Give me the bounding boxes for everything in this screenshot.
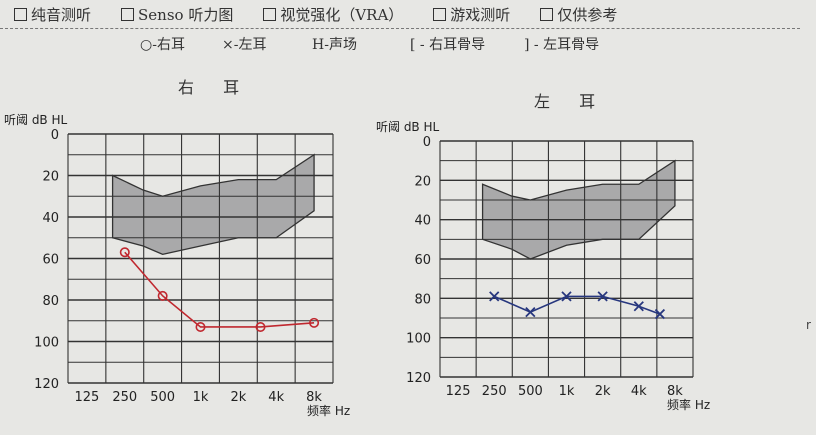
normal-range-region <box>481 159 676 260</box>
edge-mark: r <box>806 318 811 332</box>
x-tick-label: 1k <box>559 384 575 399</box>
x-tick-label: 4k <box>268 390 284 405</box>
checkbox-icon[interactable] <box>433 7 447 21</box>
x-axis-label: 频率 Hz <box>667 397 710 412</box>
data-point-circle <box>119 247 130 258</box>
y-tick-label: 20 <box>42 170 59 185</box>
y-tick-label: 20 <box>414 174 431 189</box>
series-line <box>124 251 315 328</box>
option-label: 纯音测听 <box>31 5 92 24</box>
legend-left-bone: ] - 左耳骨导 <box>524 37 600 53</box>
y-tick-label: 60 <box>42 253 59 268</box>
data-point-x <box>654 308 666 320</box>
option-label: 仅供参考 <box>557 5 618 24</box>
option-play-audiometry[interactable]: 游戏测听 <box>433 4 510 25</box>
series-line <box>493 295 661 315</box>
x-tick-label: 500 <box>518 384 543 399</box>
left-ear-title: 左 耳 <box>534 92 608 111</box>
right-ear-title: 右 耳 <box>178 78 252 97</box>
option-label: 视觉强化（VRA） <box>280 5 404 24</box>
x-tick-label: 8k <box>306 390 322 405</box>
checkbox-icon[interactable] <box>121 7 135 21</box>
legend-right-ear: ○-右耳 <box>140 37 185 53</box>
option-senso[interactable]: Senso 听力图 <box>121 4 233 25</box>
x-tick-label: 8k <box>667 384 683 399</box>
data-point-x <box>561 291 572 302</box>
y-tick-label: 100 <box>406 332 431 347</box>
y-tick-label: 0 <box>423 135 431 150</box>
y-tick-label: 120 <box>34 377 59 392</box>
x-tick-label: 250 <box>482 384 507 399</box>
checkbox-icon[interactable] <box>14 7 27 21</box>
y-axis-label: 听阈 dB HL <box>4 112 68 127</box>
legend-left-ear: ×-左耳 <box>222 37 267 53</box>
option-reference-only[interactable]: 仅供参考 <box>540 4 617 25</box>
option-pure-tone[interactable]: 纯音测听 <box>14 4 91 25</box>
x-tick-label: 2k <box>230 390 246 405</box>
option-vra[interactable]: 视觉强化（VRA） <box>263 4 403 25</box>
x-tick-label: 1k <box>193 390 209 405</box>
option-label: 游戏测听 <box>450 5 511 24</box>
normal-range-region <box>111 153 315 256</box>
y-tick-label: 40 <box>42 211 59 226</box>
x-tick-label: 500 <box>150 390 175 405</box>
data-point-x <box>633 301 644 312</box>
data-point-x <box>525 306 536 318</box>
divider <box>0 28 800 29</box>
data-point-x <box>597 291 608 302</box>
y-tick-label: 40 <box>414 214 431 229</box>
x-tick-label: 125 <box>75 390 100 405</box>
legend-right-bone: [ - 右耳骨导 <box>410 37 486 53</box>
y-tick-label: 80 <box>42 294 59 309</box>
data-point-circle <box>309 317 320 328</box>
test-type-options: 纯音测听 Senso 听力图 视觉强化（VRA） 游戏测听 仅供参考 <box>14 2 804 26</box>
x-tick-label: 4k <box>631 384 647 399</box>
y-tick-label: 80 <box>414 292 431 307</box>
legend-sound-field: H-声场 <box>312 37 357 53</box>
y-tick-label: 100 <box>34 336 59 351</box>
data-point-circle <box>255 321 266 332</box>
y-tick-label: 0 <box>51 128 59 143</box>
x-tick-label: 2k <box>595 384 611 399</box>
checkbox-icon[interactable] <box>263 7 277 21</box>
data-point-circle <box>157 290 168 301</box>
x-axis-label: 频率 Hz <box>307 403 350 418</box>
y-axis-label: 听阈 dB HL <box>376 119 440 134</box>
y-tick-label: 120 <box>406 371 431 386</box>
checkbox-icon[interactable] <box>540 7 554 21</box>
data-point-x <box>489 291 500 302</box>
y-tick-label: 60 <box>414 253 431 268</box>
data-point-circle <box>195 321 206 332</box>
option-label: Senso 听力图 <box>138 5 234 24</box>
x-tick-label: 250 <box>112 390 137 405</box>
x-tick-label: 125 <box>446 384 471 399</box>
